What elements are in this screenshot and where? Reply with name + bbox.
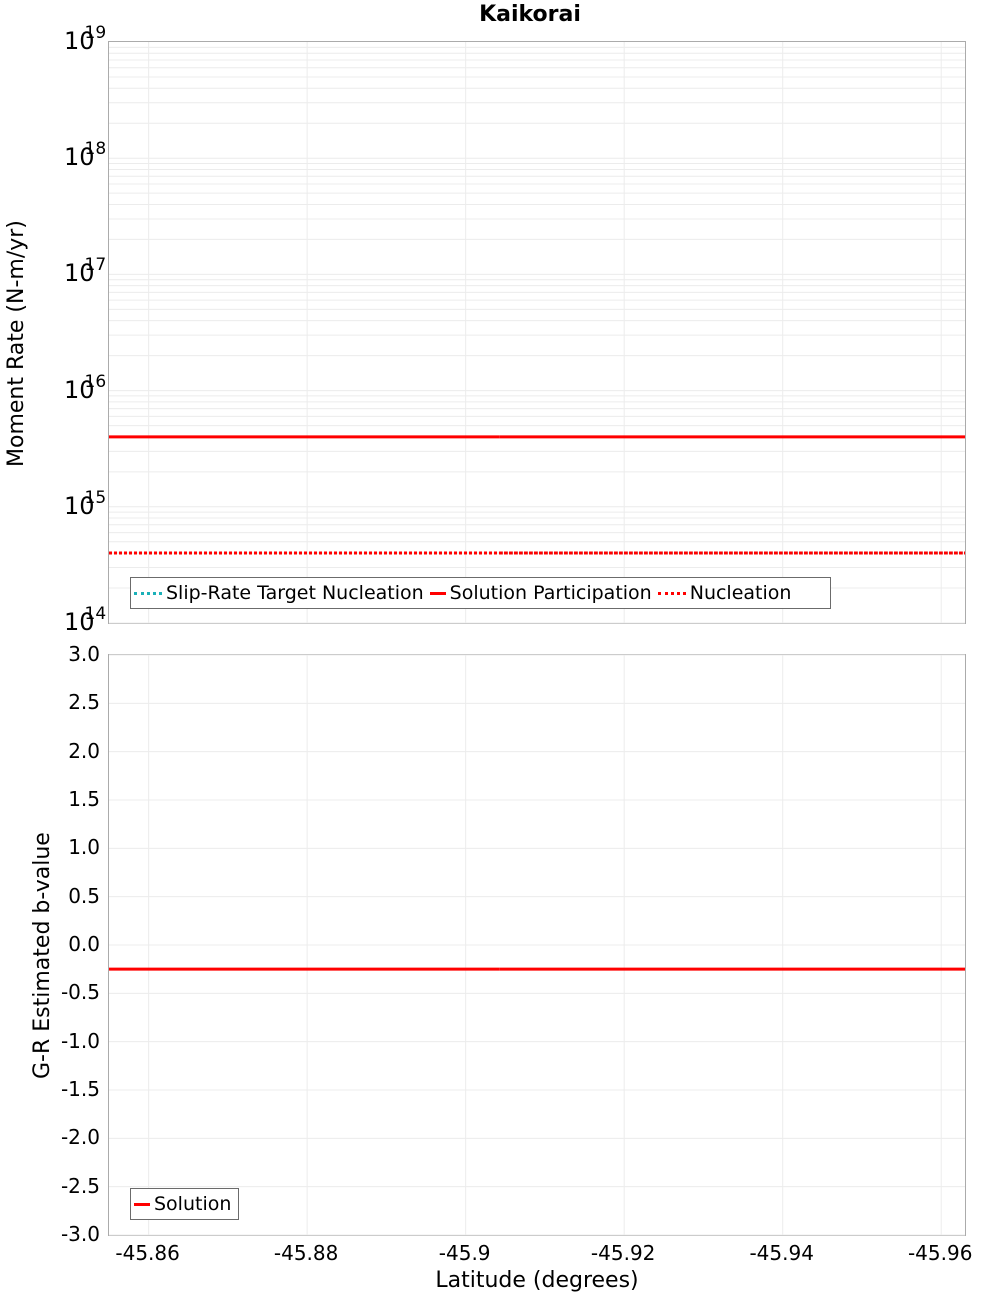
y-tick-label: 1.0	[68, 835, 100, 860]
dotted-cyan-line-swatch	[134, 591, 162, 595]
legend-label: Solution	[154, 1193, 232, 1215]
b-value-legend: Solution	[130, 1188, 239, 1220]
y-tick-label: 1014	[64, 604, 107, 636]
legend-item-solution: Solution	[134, 1193, 231, 1215]
y-tick-label: 1017	[64, 255, 107, 288]
legend-item-target: Slip-Rate Target Nucleation	[134, 582, 424, 604]
legend-item-solution-participation: Solution Participation	[429, 582, 652, 604]
solid-red-line-swatch	[134, 1202, 150, 1206]
y-tick-label: 2.0	[68, 738, 100, 763]
y-tick-label: 1019	[64, 23, 107, 55]
y-tick-label: 1016	[64, 371, 107, 404]
legend-label: Slip-Rate Target Nucleation	[166, 582, 424, 604]
x-tick-label: -45.88	[273, 1241, 339, 1265]
y-tick-label: 3.0	[68, 642, 100, 666]
moment-rate-plot-area	[109, 42, 965, 624]
b-value-y-label: G-R Estimated b-value	[30, 832, 55, 1079]
legend-label: Nucleation	[689, 582, 792, 604]
y-tick-label: -0.5	[60, 980, 100, 1005]
moment-rate-y-label: Moment Rate (N-m/yr)	[4, 220, 29, 467]
x-tick-label: -45.96	[907, 1241, 973, 1265]
moment-rate-plot: Slip-Rate Target Nucleation Solution Par…	[108, 41, 966, 624]
y-tick-label: 2.5	[68, 690, 100, 715]
y-tick-label: -1.5	[60, 1077, 100, 1101]
solid-red-line-swatch	[429, 591, 446, 595]
y-tick-label: 0.5	[68, 883, 100, 908]
b-value-plot: Solution	[108, 654, 966, 1236]
x-axis-label: Latitude (degrees)	[435, 1268, 639, 1293]
x-tick-label: -45.94	[749, 1241, 814, 1265]
y-tick-label: 1018	[64, 139, 107, 172]
y-tick-label: -2.5	[60, 1173, 100, 1198]
x-tick-label: -45.9	[438, 1241, 491, 1265]
legend-label: Solution Participation	[449, 582, 652, 604]
y-tick-label: 1015	[64, 487, 107, 520]
moment-rate-legend: Slip-Rate Target Nucleation Solution Par…	[130, 577, 831, 609]
x-tick-label: -45.92	[590, 1241, 656, 1265]
b-value-plot-area	[109, 654, 965, 1236]
legend-item-nucleation: Nucleation	[657, 582, 792, 604]
y-tick-label: -3.0	[60, 1222, 100, 1246]
chart-title: Kaikorai	[479, 2, 581, 27]
y-tick-label: 0.0	[68, 932, 100, 956]
dotted-red-line-swatch	[657, 591, 686, 595]
y-tick-label: -1.0	[60, 1028, 100, 1053]
y-tick-label: -2.0	[60, 1125, 100, 1150]
x-tick-label: -45.86	[115, 1241, 180, 1265]
y-tick-label: 1.5	[68, 787, 100, 811]
